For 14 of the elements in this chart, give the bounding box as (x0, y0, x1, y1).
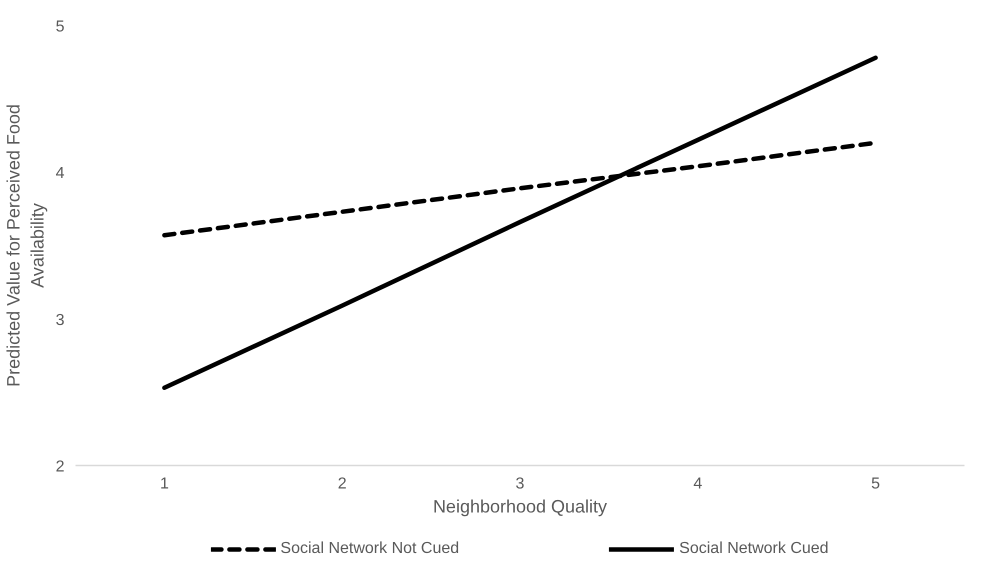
x-tick-label: 3 (516, 476, 525, 492)
x-tick-label: 5 (871, 476, 880, 492)
x-tick-label: 1 (160, 476, 169, 492)
y-tick-label: 2 (56, 458, 65, 476)
x-axis-title: Neighborhood Quality (432, 496, 608, 516)
y-tick-label: 5 (56, 18, 65, 36)
x-tick-label: 4 (693, 476, 702, 492)
y-axis-title: Predicted Value for Perceived Food Availability (4, 104, 48, 387)
legend-label: Social Network Not Cued (280, 540, 460, 558)
y-tick-label: 3 (56, 312, 65, 329)
line-series (162, 56, 878, 390)
x-tick-label: 2 (338, 476, 347, 492)
legend-label: Social Network Cued (679, 540, 829, 558)
y-tick-label: 4 (56, 165, 65, 182)
